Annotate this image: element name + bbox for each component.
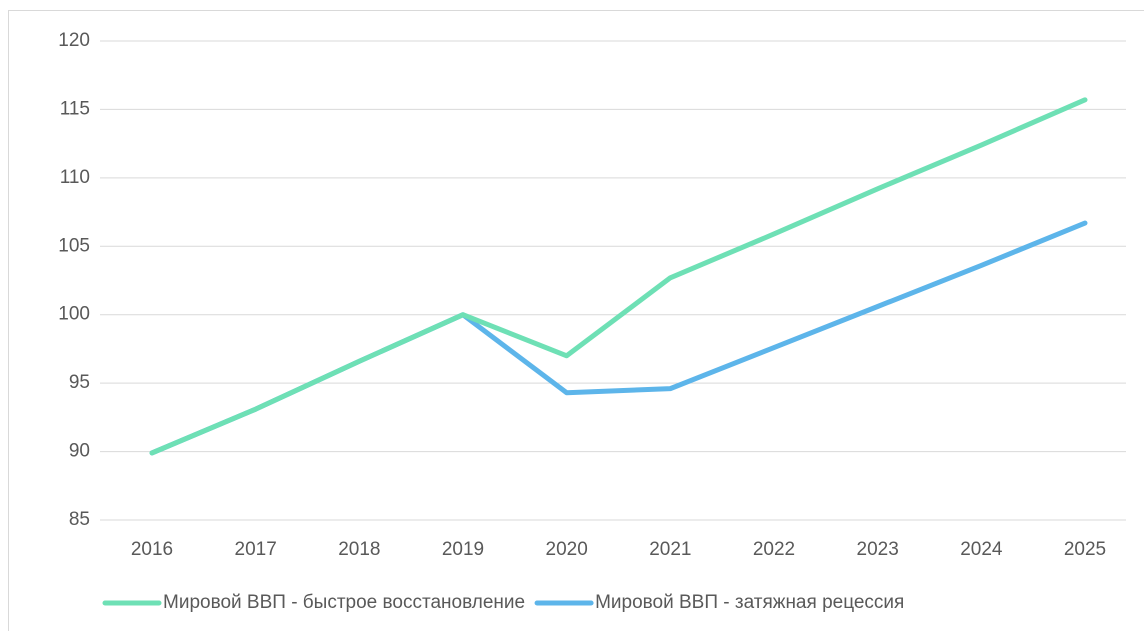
y-tick-label: 120 (58, 30, 90, 51)
x-tick-label: 2024 (960, 539, 1003, 560)
series-line (149, 220, 1088, 456)
x-tick-label: 2016 (131, 539, 173, 560)
x-tick-label: 2017 (235, 539, 277, 560)
x-tick-label: 2022 (753, 539, 795, 560)
x-tick-label: 2020 (546, 539, 588, 560)
lines (149, 97, 1088, 456)
x-tick-label: 2021 (649, 539, 691, 560)
series-line (149, 97, 1088, 456)
y-tick-label: 90 (69, 441, 90, 462)
x-tick-label: 2019 (442, 539, 484, 560)
x-tick-label: 2023 (857, 539, 899, 560)
y-tick-label: 85 (69, 509, 90, 530)
grid (100, 40, 1126, 521)
y-tick-label: 115 (60, 98, 90, 119)
legend-label: Мировой ВВП - быстрое восстановление (163, 592, 525, 613)
y-tick-label: 100 (58, 304, 90, 325)
x-tick-label: 2018 (338, 539, 380, 560)
x-tick-label: 2025 (1064, 539, 1106, 560)
y-tick-label: 105 (58, 235, 90, 256)
y-tick-label: 95 (69, 372, 90, 393)
legend-label: Мировой ВВП - затяжная рецессия (595, 592, 904, 613)
chart-border (8, 10, 1144, 631)
y-tick-label: 110 (60, 167, 90, 188)
